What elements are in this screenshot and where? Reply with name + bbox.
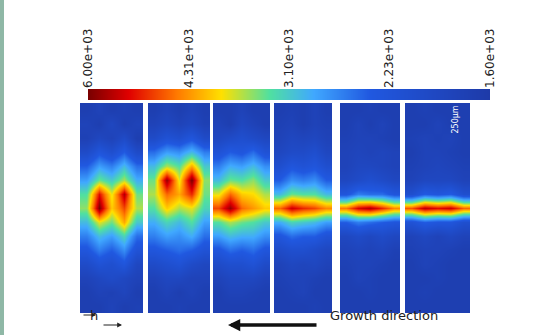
svg-text:2.23e+03: 2.23e+03 [382, 29, 396, 88]
svg-text:6.00e+03: 6.00e+03 [81, 29, 95, 88]
svg-text:250μm: 250μm [451, 105, 460, 133]
svg-text:Growth direction: Growth direction [330, 308, 438, 323]
svg-text:3.10e+03: 3.10e+03 [282, 29, 296, 88]
svg-text:1.60e+03: 1.60e+03 [483, 29, 497, 88]
svg-text:4.31e+03: 4.31e+03 [182, 29, 196, 88]
svg-text:h: h [90, 308, 98, 323]
